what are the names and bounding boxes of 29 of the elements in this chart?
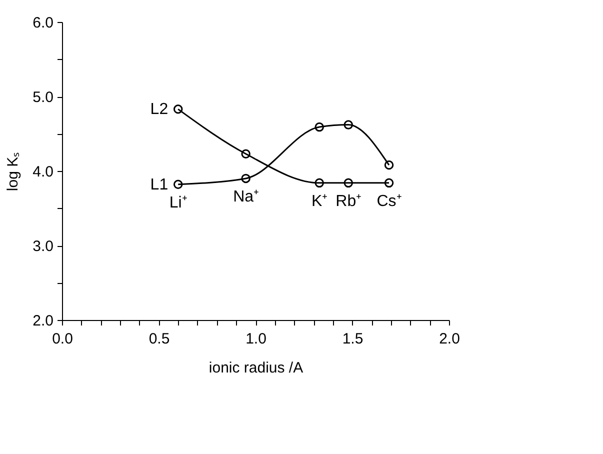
y-tick-label: 3.0: [32, 238, 54, 255]
x-axis-title: ionic radius /A: [208, 360, 304, 376]
series-label: L2: [150, 101, 168, 118]
y-axis-title: log Kₛ: [4, 152, 22, 192]
annotation: Cs⁺: [376, 192, 402, 210]
point: [173, 180, 183, 190]
series-label: L1: [150, 176, 168, 194]
annotation: Li⁺: [169, 194, 187, 212]
point: [314, 122, 324, 132]
annotation: Na⁺: [233, 188, 259, 206]
point: [173, 104, 183, 114]
annotation: Rb⁺: [336, 192, 362, 210]
point: [314, 178, 324, 188]
point: [344, 178, 354, 188]
point: [241, 174, 250, 184]
y-tick-label: 6.0: [32, 14, 54, 32]
point: [344, 120, 354, 130]
x-tick-label: 1.5: [342, 330, 364, 348]
x-tick-label: 0.0: [52, 330, 73, 348]
annotation: K⁺: [312, 192, 328, 210]
y-tick-label: 2.0: [32, 312, 54, 330]
point: [384, 178, 394, 188]
x-tick-label: 2.0: [439, 330, 460, 348]
y-tick-label: 5.0: [32, 89, 54, 106]
point: [241, 149, 250, 158]
point: [384, 160, 394, 170]
x-tick-label: 1.0: [246, 330, 266, 348]
x-tick-label: 0.5: [148, 330, 170, 348]
y-tick-label: 4.0: [32, 164, 54, 180]
